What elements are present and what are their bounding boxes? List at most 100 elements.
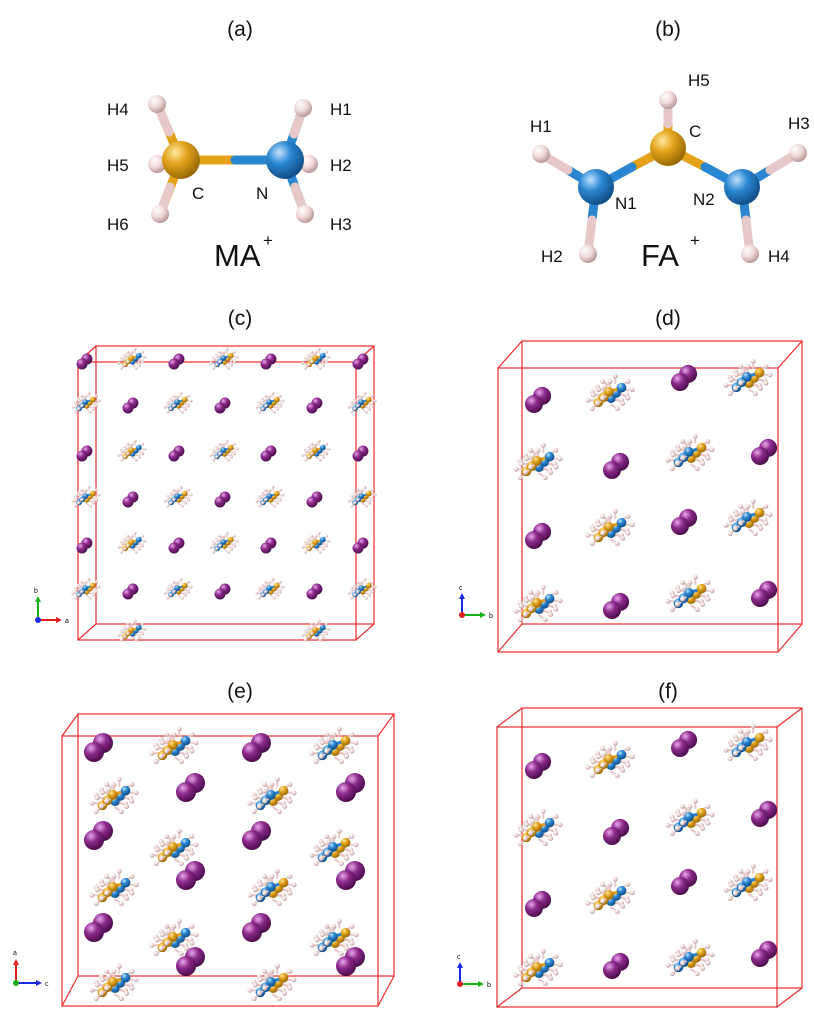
hydrogen-atom <box>134 550 138 554</box>
carbon-atom <box>365 490 372 497</box>
hydrogen-atom <box>740 734 746 740</box>
hydrogen-atom <box>728 882 734 888</box>
hydrogen-atom <box>594 767 600 773</box>
hydrogen-atom <box>88 410 92 414</box>
hydrogen-atom <box>612 508 618 514</box>
hydrogen-atom <box>262 985 268 991</box>
iodine-atom <box>84 742 104 762</box>
hydrogen-atom <box>215 547 219 551</box>
hydrogen-atom <box>732 890 738 896</box>
hydrogen-atom <box>179 485 183 489</box>
hydrogen-atom <box>163 591 167 595</box>
hydrogen-atom <box>357 583 361 587</box>
ma-ion-charge: + <box>263 231 273 250</box>
hydrogen-atom <box>723 747 729 753</box>
fa-h4-atom <box>741 245 759 263</box>
hydrogen-atom <box>317 619 321 623</box>
hydrogen-atom <box>585 900 591 906</box>
hydrogen-atom <box>143 539 147 543</box>
hydrogen-atom <box>133 790 139 796</box>
iodine-atom <box>336 956 356 976</box>
hydrogen-atom <box>183 407 187 411</box>
carbon-atom <box>696 442 707 453</box>
hydrogen-atom <box>687 438 693 444</box>
hydrogen-atom <box>137 455 141 459</box>
hydrogen-atom <box>124 803 130 809</box>
molecule-stack <box>255 391 285 414</box>
carbon-atom <box>696 583 707 594</box>
nitrogen-atom <box>358 585 365 591</box>
axes-d: c b <box>459 585 493 620</box>
hydrogen-atom <box>310 622 314 626</box>
hydrogen-atom <box>225 531 229 535</box>
hydrogen-atom <box>349 504 353 508</box>
hydrogen-atom <box>189 748 195 754</box>
carbon-atom <box>312 539 319 545</box>
hydrogen-atom <box>682 585 688 591</box>
hydrogen-atom <box>763 868 769 874</box>
hydrogen-atom <box>111 968 117 974</box>
hydrogen-atom <box>134 638 138 642</box>
hydrogen-atom <box>184 945 190 951</box>
hydrogen-atom <box>274 963 280 969</box>
hydrogen-atom <box>709 812 715 818</box>
hydrogen-atom <box>219 537 223 541</box>
hydrogen-atom <box>687 943 693 949</box>
hydrogen-atom <box>705 579 711 585</box>
hydrogen-atom <box>272 410 276 414</box>
hydrogen-atom <box>614 773 620 779</box>
hydrogen-atom <box>314 534 318 538</box>
hydrogen-atom <box>517 475 523 481</box>
hydrogen-atom <box>665 457 671 463</box>
hydrogen-atom <box>318 945 324 951</box>
carbon-atom <box>227 536 234 543</box>
hydrogen-atom <box>93 809 99 815</box>
hydrogen-atom <box>119 366 123 370</box>
hydrogen-atom <box>287 985 293 991</box>
hydrogen-atom <box>172 580 176 584</box>
molecule-stack <box>163 391 193 414</box>
hydrogen-atom <box>307 355 311 359</box>
hydrogen-atom <box>665 598 671 604</box>
hydrogen-atom <box>600 881 606 887</box>
hydrogen-atom <box>93 996 99 1002</box>
axis-e-horizontal-label: c <box>45 981 49 988</box>
hydrogen-atom <box>91 593 95 597</box>
hydrogen-atom <box>163 405 167 409</box>
hydrogen-atom <box>680 579 686 585</box>
molecule-stack <box>723 498 773 537</box>
hydrogen-atom <box>733 372 739 378</box>
hydrogen-atom <box>272 504 276 508</box>
molecule-stack <box>665 574 715 613</box>
hydrogen-atom <box>118 996 124 1002</box>
hydrogen-atom <box>123 363 127 367</box>
hydrogen-atom <box>530 453 536 459</box>
molecule-stack <box>117 439 147 462</box>
hydrogen-atom <box>74 496 78 500</box>
hydrogen-atom <box>252 795 258 801</box>
nitrogen-atom <box>319 536 326 543</box>
hydrogen-atom <box>727 531 733 537</box>
nitrogen-atom <box>742 512 752 522</box>
iodine-atom <box>242 830 262 850</box>
hydrogen-atom <box>97 585 101 589</box>
fa-ion-charge: + <box>690 231 700 250</box>
hydrogen-atom <box>184 753 190 759</box>
hydrogen-atom <box>353 585 357 589</box>
carbon-atom <box>365 396 372 403</box>
hydrogen-atom <box>733 877 739 883</box>
hydrogen-atom <box>528 953 534 959</box>
carbon-atom <box>128 627 135 633</box>
hydrogen-atom <box>523 456 529 462</box>
nitrogen-atom <box>135 536 142 543</box>
hydrogen-atom <box>95 394 99 398</box>
fa-h1-atom <box>532 145 550 163</box>
hydrogen-atom <box>126 544 130 548</box>
hydrogen-atom <box>326 929 332 935</box>
hydrogen-atom <box>363 485 367 489</box>
hydrogen-atom <box>252 982 258 988</box>
molecule-stack <box>301 619 331 642</box>
ma-label-h1: H1 <box>330 100 352 119</box>
hydrogen-atom <box>612 740 618 746</box>
hydrogen-atom <box>130 350 134 354</box>
